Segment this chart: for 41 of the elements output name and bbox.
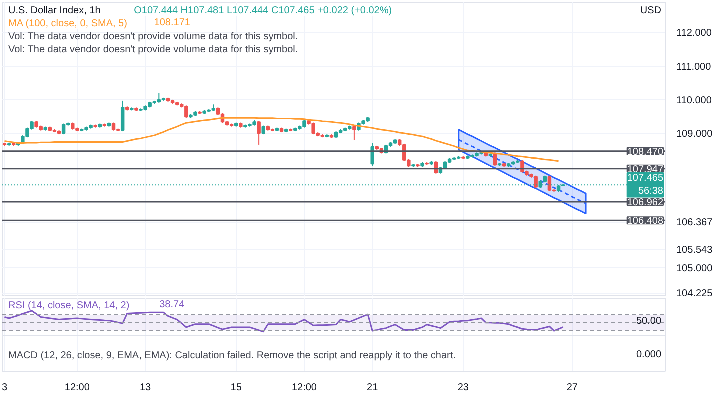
category-label: 3 xyxy=(2,382,8,394)
candlestick xyxy=(493,151,498,167)
line-series xyxy=(458,139,587,205)
annotation: Vol: The data vendor doesn't provide volume data for this symbol. xyxy=(8,32,298,42)
y-tick-label: 110.000 xyxy=(676,95,712,106)
text: MA (100, close, 0, SMA, 5) xyxy=(8,18,128,30)
y-tick-label: 105.543 xyxy=(676,245,714,256)
chart-title: U.S. Dollar Index, 1h xyxy=(8,6,101,16)
chart-subtitle: O107.444 H107.481 L107.444 C107.465 +0.022 (+0.02%) xyxy=(134,6,392,16)
y-tick-label: 111.000 xyxy=(676,62,712,73)
y-tick-label: 112.000 xyxy=(676,28,712,40)
candlestick xyxy=(257,120,261,146)
candlestick xyxy=(62,123,66,136)
candlestick xyxy=(370,142,374,167)
category-label: 23 xyxy=(458,382,469,394)
candlestick xyxy=(157,92,162,104)
candlestick xyxy=(548,175,552,192)
text: 38.74 xyxy=(160,300,186,311)
annotation: 50.00 xyxy=(636,316,662,328)
ref-line-label: 107.947 xyxy=(627,164,664,176)
category-label: 27 xyxy=(566,382,578,394)
candlestick xyxy=(352,125,356,141)
candlestick xyxy=(120,100,125,132)
ref-line-label: 108.470 xyxy=(627,146,664,158)
text: 0.000 xyxy=(636,350,662,361)
series-label: RSI (14, close, SMA, 14, 2) xyxy=(8,300,130,312)
category-label: 12:00 xyxy=(64,382,90,394)
annotation: 108.171 xyxy=(154,18,191,28)
text: MACD (12, 26, close, 9, EMA, EMA): Calculation failed. Remove the script and reapply it to the chart. xyxy=(8,350,456,362)
y-tick-label: 105.000 xyxy=(676,263,714,274)
category-label: 21 xyxy=(367,382,378,394)
y-tick-label: 109.000 xyxy=(676,129,714,140)
annotation: Vol: The data vendor doesn't provide volume data for this symbol. xyxy=(8,44,298,56)
ref-line-label: 106.408 xyxy=(627,216,664,228)
ref-line-label: 106.962 xyxy=(627,198,664,209)
category-label: 13 xyxy=(140,382,152,394)
category-label: 12:00 xyxy=(292,382,317,394)
ref-line-label: 107.465 56:38 xyxy=(627,173,664,198)
y-tick-label: 106.367 xyxy=(676,218,714,229)
y-axis-title: USD xyxy=(640,6,662,16)
category-label: 15 xyxy=(230,382,242,394)
